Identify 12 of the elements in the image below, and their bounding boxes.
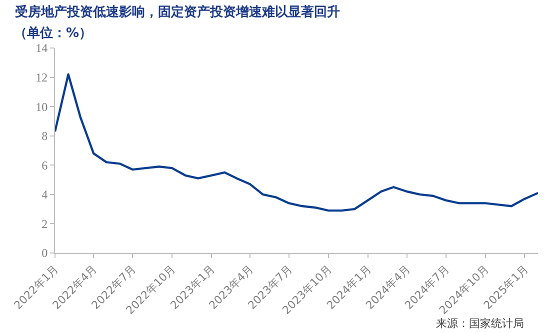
y-tick-label: 10 <box>36 100 48 114</box>
y-tick-label: 6 <box>42 158 48 172</box>
y-tick-label: 2 <box>42 216 48 231</box>
y-tick-label: 12 <box>36 70 48 84</box>
chart-subtitle: （单位：%） <box>14 25 92 41</box>
y-tick-label: 8 <box>42 129 48 144</box>
chart-title: 受房地产投资低速影响，固定资产投资增速难以显著回升 <box>14 4 340 20</box>
y-tick-label: 4 <box>42 188 48 202</box>
y-tick-label: 0 <box>42 246 48 260</box>
line-series <box>55 73 538 212</box>
source-note: 来源：国家统计局 <box>436 317 524 330</box>
y-tick-label: 14 <box>36 41 48 56</box>
